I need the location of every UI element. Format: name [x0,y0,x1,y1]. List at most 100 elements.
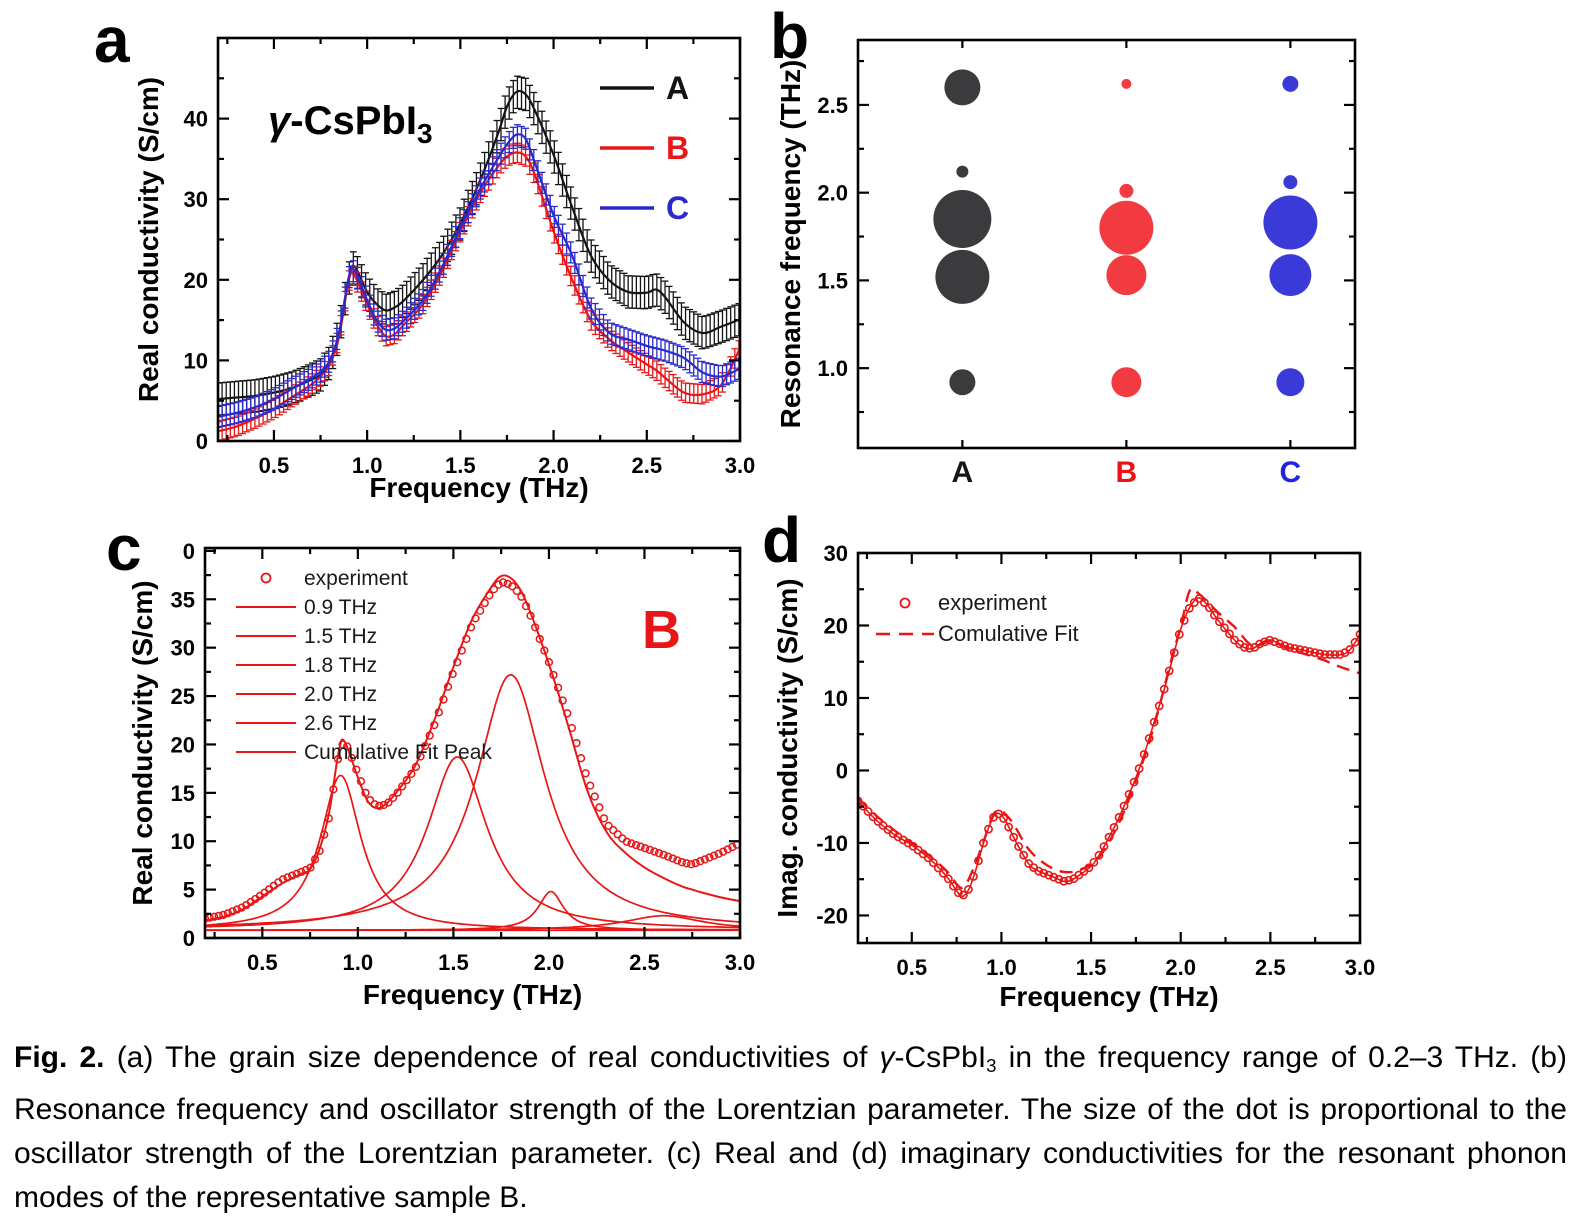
svg-text:A: A [666,70,689,106]
cumulative-fit [205,574,740,922]
svg-text:0: 0 [183,539,195,564]
panel-a-legend: ABC [600,70,689,226]
svg-text:20: 20 [184,268,208,293]
svg-text:1.0: 1.0 [817,356,848,381]
svg-text:2.5: 2.5 [817,93,848,118]
svg-text:20: 20 [824,613,848,638]
sample-label: B [642,600,681,660]
panel-d-legend: experiment Comulative Fit [876,590,1079,646]
svg-text:2.5: 2.5 [629,950,660,975]
svg-text:40: 40 [184,107,208,132]
svg-text:-10: -10 [816,831,848,856]
svg-text:C: C [1280,456,1302,489]
bubble-B-1.53 [1106,255,1147,296]
svg-text:1.0: 1.0 [986,955,1017,980]
panel-c-curves [205,574,740,932]
svg-text:Cumulative Fit Peak: Cumulative Fit Peak [304,741,492,764]
svg-text:30: 30 [171,636,195,661]
svg-text:2.0: 2.0 [817,181,848,206]
svg-text:B: B [666,130,689,166]
bubble-B-1.8 [1099,200,1154,255]
bubble-A-0.92 [949,369,976,396]
svg-text:1.5: 1.5 [1076,955,1107,980]
svg-text:Frequency (THz): Frequency (THz) [999,981,1218,1012]
panel-a: 0.5 1.0 1.5 2.0 2.5 3.0 0 10 20 30 40 γ-CsPbI3 ABC Re… [133,36,756,503]
svg-text:Frequency (THz): Frequency (THz) [369,472,588,503]
svg-text:-20: -20 [816,903,848,928]
svg-text:Real conductivity (S/cm): Real conductivity (S/cm) [127,580,158,905]
component-0.9 THz [205,774,740,931]
svg-text:1.5: 1.5 [817,268,848,293]
svg-text:1.5: 1.5 [438,950,469,975]
svg-text:2.5: 2.5 [1255,955,1286,980]
svg-text:Imag. conductivity (S/cm): Imag. conductivity (S/cm) [772,578,803,917]
svg-text:experiment: experiment [304,567,408,590]
svg-text:0.5: 0.5 [896,955,927,980]
svg-text:0: 0 [183,926,195,951]
svg-text:10: 10 [184,348,208,373]
svg-text:experiment: experiment [938,590,1047,615]
svg-text:2.0: 2.0 [1165,955,1196,980]
caption-text: Fig. 2. (a) The grain size dependence of… [14,1041,1567,1214]
bubble-C-2.62 [1282,75,1299,92]
svg-text:0.5: 0.5 [247,950,278,975]
panel-d-frame [856,551,1362,945]
svg-text:10: 10 [171,829,195,854]
experiment-points [858,594,1360,900]
svg-text:25: 25 [171,684,195,709]
svg-text:30: 30 [824,541,848,566]
bubble-A-1.52 [935,249,990,304]
bubble-B-0.92 [1111,367,1142,398]
svg-text:2.0 THz: 2.0 THz [304,683,377,706]
svg-text:35: 35 [171,587,195,612]
bubble-C-0.92 [1276,368,1305,397]
svg-text:Resonance frequency (THz): Resonance frequency (THz) [775,60,806,429]
caption-segment: γ [879,1041,895,1074]
bubble-B-2.62 [1121,78,1132,89]
figure-caption: Fig. 2. (a) The grain size dependence of… [14,1036,1567,1220]
svg-text:C: C [666,190,689,226]
caption-segment: in the frequency range of 0.2–3 THz. (b)… [14,1041,1567,1215]
svg-text:B: B [1116,456,1138,489]
svg-text:3.0: 3.0 [1345,955,1376,980]
experiment-points [205,578,740,923]
bubble-C-1.83 [1263,195,1318,250]
svg-text:3.0: 3.0 [725,950,756,975]
panel-c-frame [203,546,742,940]
bubble-A-2.12 [956,165,969,178]
svg-text:10: 10 [824,686,848,711]
svg-text:0.5: 0.5 [259,453,290,478]
component-1.5 THz [205,756,740,929]
bubble-C-2.06 [1283,175,1298,190]
component-1.8 THz [205,673,740,927]
svg-text:A: A [952,456,974,489]
svg-text:1.5: 1.5 [445,453,476,478]
panel-a-title: γ-CsPbI3 [268,99,433,149]
svg-text:5: 5 [183,878,195,903]
caption-segment: (a) The grain size dependence of real co… [104,1041,880,1074]
caption-segment: -CsPbI [894,1041,987,1074]
svg-text:2.0: 2.0 [538,453,569,478]
bubble-A-1.85 [933,189,992,248]
svg-text:0: 0 [836,758,848,783]
svg-text:2.6 THz: 2.6 THz [304,712,377,735]
panel-c: 0.5 1.0 1.5 2.0 2.5 3.0 0 5 10 15 20 25 30 35 0 experim… [127,539,755,1010]
bubble-C-1.53 [1269,254,1312,297]
svg-text:15: 15 [171,781,195,806]
panel-b: 1.0 1.5 2.0 2.5 A B C Resonance frequency (THz) [775,38,1357,489]
svg-text:1.5 THz: 1.5 THz [304,625,377,648]
panel-d-curves [858,587,1360,900]
panel-a-letter: a [94,4,130,76]
svg-text:0.9 THz: 0.9 THz [304,596,377,619]
bubble-B-2.01 [1119,183,1134,198]
svg-text:30: 30 [184,187,208,212]
svg-text:Comulative Fit: Comulative Fit [938,621,1079,646]
series-C [218,124,740,428]
svg-text:1.0: 1.0 [352,453,383,478]
svg-text:3.0: 3.0 [725,453,756,478]
svg-text:20: 20 [171,732,195,757]
svg-text:Frequency (THz): Frequency (THz) [363,979,582,1010]
bubble-A-2.6 [944,69,981,106]
svg-text:1.8 THz: 1.8 THz [304,654,377,677]
